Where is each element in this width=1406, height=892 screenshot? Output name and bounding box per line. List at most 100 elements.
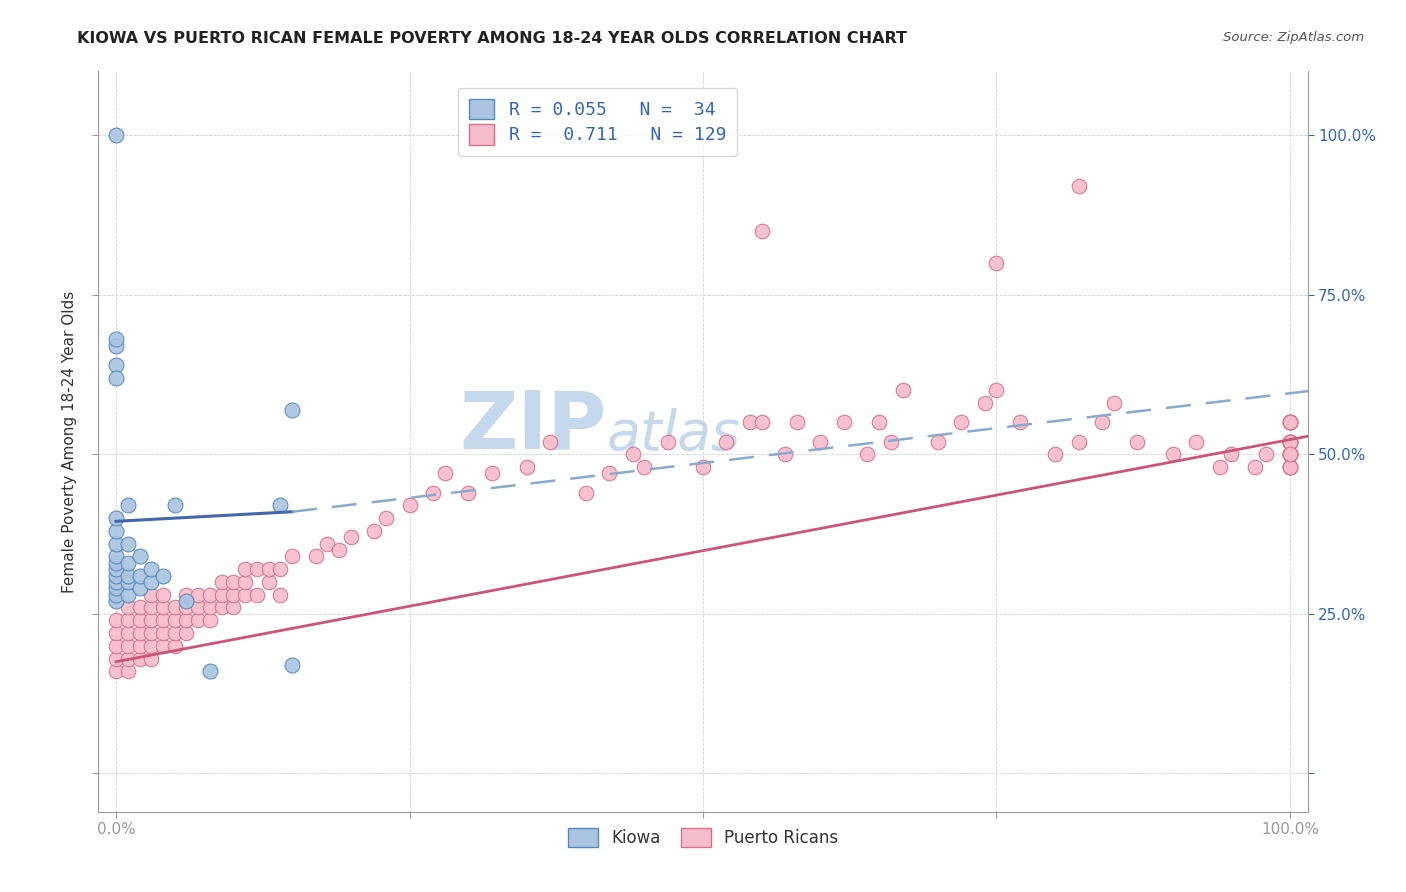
Point bbox=[1278, 447, 1301, 461]
Point bbox=[1278, 460, 1301, 475]
Point bbox=[128, 626, 150, 640]
Point bbox=[211, 574, 233, 589]
Point bbox=[233, 574, 256, 589]
Point bbox=[141, 600, 163, 615]
Point bbox=[986, 384, 1008, 398]
Point bbox=[1243, 460, 1265, 475]
Point bbox=[1220, 447, 1243, 461]
Point bbox=[141, 588, 163, 602]
Point bbox=[163, 499, 186, 513]
Point bbox=[1102, 396, 1125, 410]
Point bbox=[1067, 434, 1090, 449]
Point bbox=[751, 416, 773, 430]
Point bbox=[1278, 434, 1301, 449]
Point bbox=[633, 460, 655, 475]
Point bbox=[176, 588, 198, 602]
Point bbox=[105, 549, 128, 564]
Point bbox=[198, 665, 221, 679]
Point bbox=[269, 562, 291, 576]
Point bbox=[128, 568, 150, 582]
Point bbox=[950, 416, 973, 430]
Point bbox=[152, 600, 174, 615]
Text: ZIP: ZIP bbox=[458, 388, 606, 466]
Point bbox=[1278, 434, 1301, 449]
Point bbox=[117, 600, 139, 615]
Point bbox=[856, 447, 879, 461]
Point bbox=[422, 485, 444, 500]
Point bbox=[657, 434, 679, 449]
Point bbox=[141, 562, 163, 576]
Point bbox=[1278, 416, 1301, 430]
Point bbox=[1278, 434, 1301, 449]
Point bbox=[738, 416, 761, 430]
Point bbox=[105, 556, 128, 570]
Point bbox=[621, 447, 644, 461]
Point bbox=[1278, 434, 1301, 449]
Point bbox=[1278, 434, 1301, 449]
Point bbox=[141, 651, 163, 665]
Point bbox=[117, 665, 139, 679]
Point bbox=[340, 530, 363, 544]
Point bbox=[176, 594, 198, 608]
Point bbox=[304, 549, 326, 564]
Point bbox=[117, 574, 139, 589]
Point bbox=[986, 256, 1008, 270]
Point bbox=[152, 626, 174, 640]
Point bbox=[1008, 416, 1031, 430]
Point bbox=[198, 588, 221, 602]
Point bbox=[1091, 416, 1114, 430]
Point bbox=[105, 594, 128, 608]
Point bbox=[1278, 447, 1301, 461]
Point bbox=[105, 582, 128, 596]
Point bbox=[1278, 416, 1301, 430]
Point bbox=[163, 600, 186, 615]
Point bbox=[128, 639, 150, 653]
Point bbox=[163, 639, 186, 653]
Point bbox=[222, 574, 245, 589]
Point bbox=[773, 447, 796, 461]
Point bbox=[141, 639, 163, 653]
Point bbox=[1126, 434, 1149, 449]
Point bbox=[1067, 179, 1090, 194]
Point bbox=[198, 600, 221, 615]
Point bbox=[1208, 460, 1230, 475]
Point bbox=[128, 651, 150, 665]
Point bbox=[516, 460, 538, 475]
Point bbox=[152, 568, 174, 582]
Point bbox=[575, 485, 598, 500]
Point bbox=[163, 613, 186, 627]
Point bbox=[1278, 460, 1301, 475]
Point bbox=[1043, 447, 1066, 461]
Point bbox=[105, 639, 128, 653]
Point bbox=[117, 626, 139, 640]
Point bbox=[117, 536, 139, 550]
Point bbox=[105, 511, 128, 525]
Point bbox=[117, 499, 139, 513]
Point bbox=[973, 396, 995, 410]
Point bbox=[128, 582, 150, 596]
Point bbox=[281, 549, 304, 564]
Point bbox=[222, 600, 245, 615]
Point bbox=[117, 556, 139, 570]
Point bbox=[751, 224, 773, 238]
Point bbox=[1278, 447, 1301, 461]
Point bbox=[716, 434, 738, 449]
Point bbox=[328, 543, 350, 558]
Point bbox=[1278, 416, 1301, 430]
Point bbox=[128, 613, 150, 627]
Point bbox=[398, 499, 420, 513]
Point bbox=[176, 613, 198, 627]
Point bbox=[105, 128, 128, 143]
Point bbox=[1256, 447, 1278, 461]
Point bbox=[1278, 447, 1301, 461]
Point bbox=[363, 524, 385, 538]
Point bbox=[211, 588, 233, 602]
Point bbox=[880, 434, 903, 449]
Point bbox=[117, 639, 139, 653]
Point bbox=[105, 524, 128, 538]
Point bbox=[105, 562, 128, 576]
Point bbox=[128, 549, 150, 564]
Point bbox=[105, 370, 128, 384]
Point bbox=[538, 434, 561, 449]
Point bbox=[786, 416, 808, 430]
